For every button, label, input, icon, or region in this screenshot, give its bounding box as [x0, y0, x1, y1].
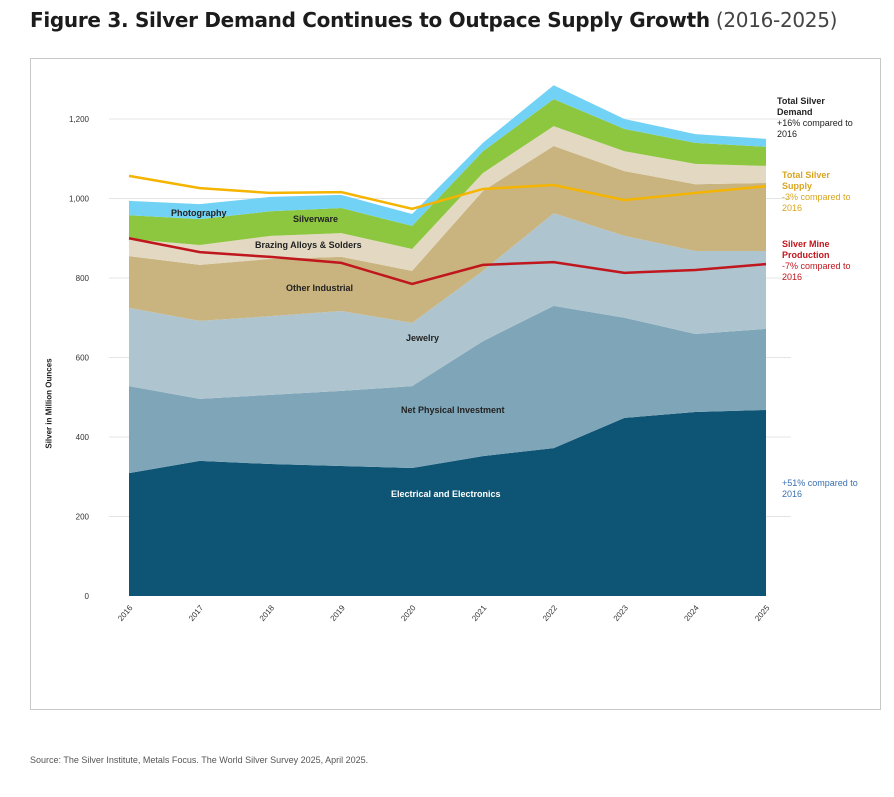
chart-title: Figure 3. Silver Demand Continues to Out…	[30, 8, 837, 32]
y-tick-label: 1,000	[69, 195, 90, 204]
line-total-silver-supply	[128, 174, 767, 211]
x-tick-label: 2021	[470, 603, 489, 623]
annotation-text: +16% compared to 2016	[777, 118, 853, 139]
annotation-mine-production: Silver Mine Production -7% compared to 20…	[782, 239, 857, 283]
x-tick-label: 2024	[682, 603, 701, 623]
annotation-text: -7% compared to 2016	[782, 261, 851, 282]
label-electrical: Electrical and Electronics	[391, 489, 501, 499]
area-brazing-alloys-solders	[129, 126, 766, 271]
label-jewelry: Jewelry	[406, 333, 440, 343]
annotation-text: -3% compared to 2016	[782, 192, 851, 213]
annotation-electrical-growth: +51% compared to 2016	[782, 478, 862, 500]
annotation-heading: Silver Mine Production	[782, 239, 830, 260]
y-axis-label: Silver in Million Ounces	[44, 358, 54, 449]
y-tick-label: 1,200	[69, 115, 90, 124]
area-electrical-and-electronics	[129, 409, 766, 596]
line-silver-mine-production	[128, 237, 767, 286]
label-net-physical: Net Physical Investment	[401, 405, 505, 415]
chart-frame: 0 200 400 600 800 1,000 1,200 2016 2017 2018 2019 2…	[30, 58, 881, 710]
label-other-industrial: Other Industrial	[286, 283, 354, 293]
area-jewelry	[129, 213, 766, 399]
y-tick-label: 200	[76, 513, 90, 522]
y-tick-label: 800	[76, 274, 90, 283]
chart-svg: 0 200 400 600 800 1,000 1,200 2016 2017 2018 2019 2…	[69, 85, 791, 623]
label-photography: Photography	[171, 208, 227, 218]
area-photography	[129, 85, 766, 226]
y-tick-label: 600	[76, 354, 90, 363]
x-tick-label: 2016	[116, 603, 135, 623]
y-tick-label: 0	[85, 592, 90, 601]
annotation-total-demand: Total Silver Demand +16% compared to 2016	[777, 96, 857, 140]
source-note: Source: The Silver Institute, Metals Foc…	[30, 755, 369, 765]
x-tick-label: 2020	[399, 603, 418, 623]
x-tick-label: 2018	[258, 603, 277, 623]
area-silverware	[129, 99, 766, 249]
x-tick-label: 2023	[612, 603, 631, 623]
annotation-text: +51% compared to 2016	[782, 478, 858, 499]
label-brazing: Brazing Alloys & Solders	[255, 240, 362, 250]
x-tick-label: 2022	[541, 603, 560, 623]
x-tick-label: 2025	[753, 603, 772, 623]
y-tick-label: 400	[76, 433, 90, 442]
label-silverware: Silverware	[293, 214, 339, 224]
annotation-heading: Total Silver Demand	[777, 96, 825, 117]
area-net-physical-investment	[129, 305, 766, 474]
x-tick-label: 2019	[329, 603, 348, 623]
x-tick-label: 2017	[187, 603, 206, 623]
annotation-total-supply: Total Silver Supply -3% compared to 2016	[782, 170, 857, 214]
annotation-heading: Total Silver Supply	[782, 170, 830, 191]
title-years: (2016-2025)	[715, 8, 838, 32]
title-main: Figure 3. Silver Demand Continues to Out…	[30, 8, 710, 32]
area-other-industrial	[129, 146, 766, 323]
